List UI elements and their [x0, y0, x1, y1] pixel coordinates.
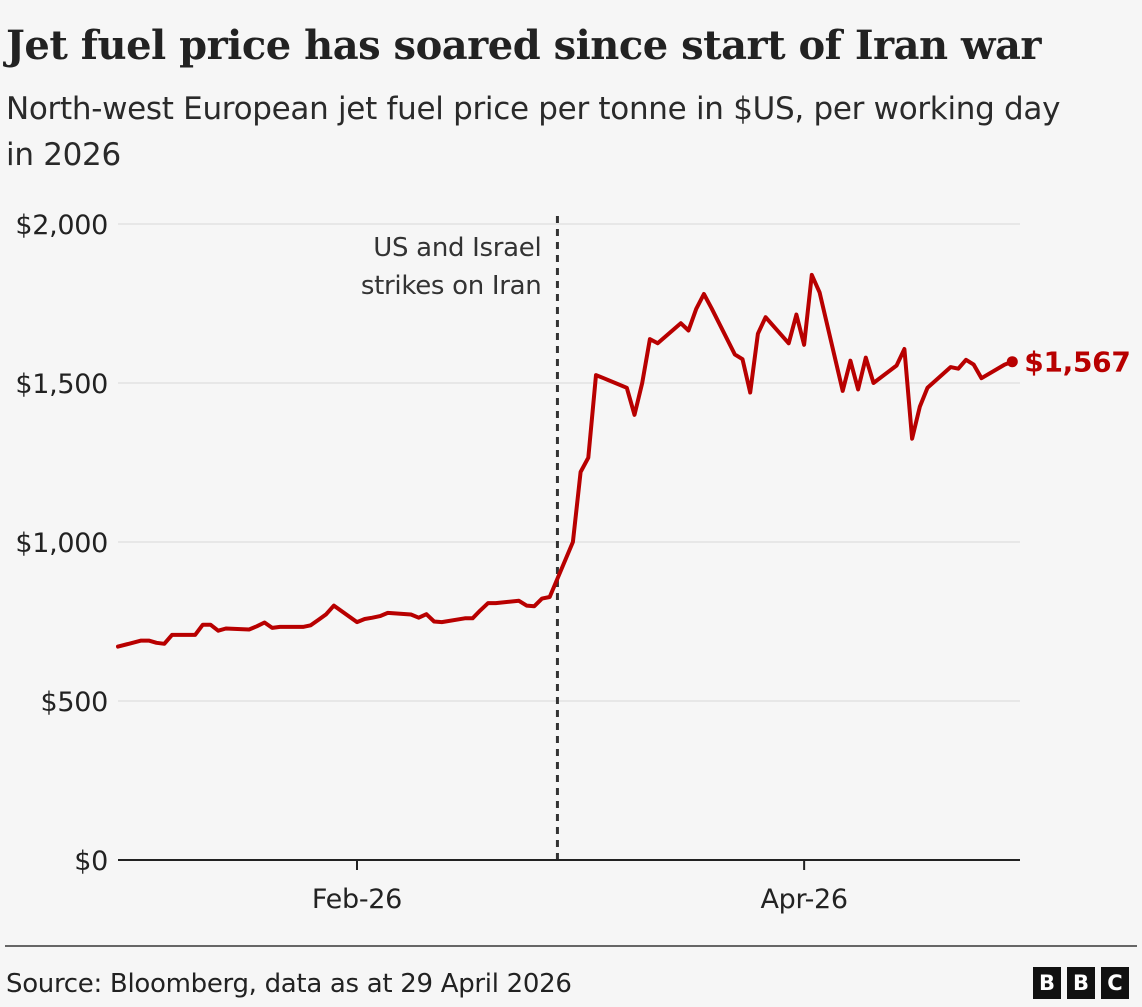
y-tick-label: $1,000: [15, 528, 108, 559]
source-note: Source: Bloomberg, data as at 29 April 2…: [6, 969, 572, 999]
annotation-text: US and Israel: [373, 233, 541, 263]
line-chart: $0 $500 $1,000 $1,500 $2,000 US and Israel st…: [15, 210, 1131, 915]
x-tick-label: Apr-26: [760, 884, 847, 915]
end-value-label: $1,567: [1024, 346, 1130, 379]
annotation-text: strikes on Iran: [361, 271, 542, 301]
y-tick-label: $2,000: [15, 210, 108, 241]
gridlines: [118, 223, 1020, 702]
price-series: $1,567: [116, 272, 1131, 649]
x-axis: Feb-26 Apr-26: [118, 859, 1020, 915]
x-tick-label: Feb-26: [312, 884, 402, 915]
logo-block-2: B: [1067, 967, 1095, 999]
price-line: [116, 272, 1015, 649]
footer-divider: [5, 945, 1137, 947]
chart-subtitle: North-west European jet fuel price per t…: [6, 91, 1061, 173]
y-tick-label: $1,500: [15, 369, 108, 400]
bbc-logo: B B C: [1033, 967, 1129, 999]
logo-block-1: B: [1033, 967, 1061, 999]
y-tick-label: $0: [74, 846, 108, 877]
logo-block-3: C: [1101, 967, 1129, 999]
y-tick-label: $500: [40, 687, 108, 718]
y-axis-labels: $0 $500 $1,000 $1,500 $2,000: [15, 210, 108, 877]
end-point-marker: [1006, 356, 1018, 368]
strike-annotation: US and Israel strikes on Iran: [361, 216, 559, 860]
chart-title: Jet fuel price has soared since start of…: [6, 22, 1041, 69]
